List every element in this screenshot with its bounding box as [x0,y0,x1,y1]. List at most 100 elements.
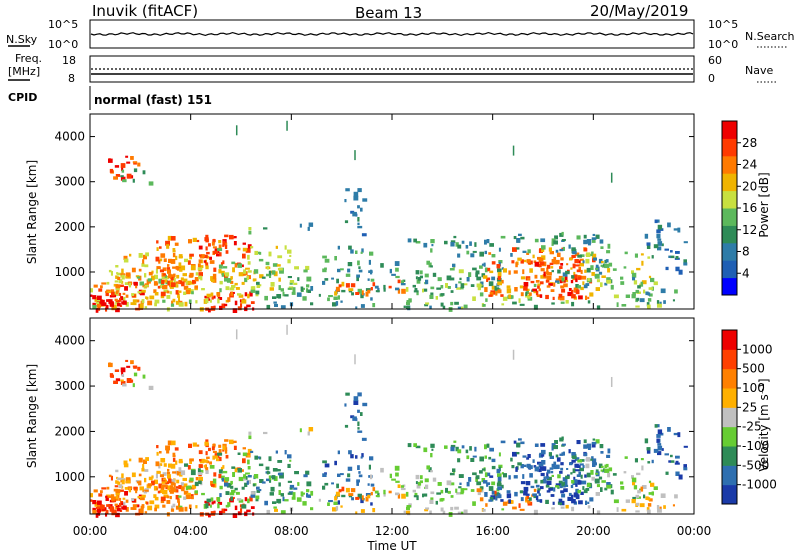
velocity-cell-418 [246,480,249,485]
velocity-cell-691 [488,486,494,491]
power-cell-429 [289,282,293,285]
power-cell-867 [560,263,564,266]
velocity-cell-1003 [657,443,662,446]
velocity-cell-1066 [430,453,433,458]
velocity-cell-360 [221,475,225,480]
power-cell-917 [555,280,560,283]
power-cell-265 [166,244,170,249]
power-cell-865 [558,293,563,298]
velocity-cell-474 [253,474,259,479]
power-cell-941 [516,247,520,250]
power-cell-1015 [678,269,683,275]
power-cell-935 [520,236,525,240]
velocity-cell-295 [187,465,191,470]
power-cell-397 [197,263,201,268]
velocity-cell-205 [146,501,149,505]
power-cell-740 [512,247,517,252]
power-cell-875 [526,259,531,264]
velocity-cell-498 [284,499,289,502]
power-cell-1007 [675,266,680,272]
power-cell-164 [177,293,180,298]
velocity-cell-354 [217,501,223,505]
velocity-cell-633 [458,486,462,489]
power-cell-997 [653,281,658,286]
velocity-cell-848 [538,468,542,473]
power-cell-1029 [675,256,679,259]
velocity-cell-589 [419,480,423,484]
velocity-cell-604 [383,489,386,495]
power-cell-142 [171,300,174,305]
velocity-cell-798 [519,490,523,494]
power-cell-466 [266,265,269,270]
velocity-cell-936 [522,455,527,458]
velocity-cell-655 [466,455,470,460]
power-cell-242 [167,264,170,267]
velocity-cell-264 [183,490,189,495]
power-cell-211 [147,278,152,282]
velocity-cell-616 [472,501,476,506]
power-cell-572 [370,287,373,291]
power-cell-977 [594,273,600,279]
velocity-cell-214 [164,479,167,483]
velocity-cell-879 [563,485,566,488]
velocity-cell-813 [517,462,522,466]
power-cell-341 [250,301,255,304]
power-cell-1076 [647,304,651,309]
power-cell-259 [168,273,172,279]
power-cell-430 [237,263,242,268]
velocity-cell-1026 [656,434,661,438]
velocity-cell-774 [533,465,537,468]
velocity-cell-1096 [450,506,454,511]
power-cell-195 [169,284,171,288]
power-cell-949 [572,251,577,255]
velocity-cell-598 [426,465,430,470]
velocity-cell-185 [161,479,165,484]
power-cell-982 [585,258,590,264]
power-cell-651 [497,268,502,273]
power-cell-550 [357,260,360,266]
power-cell-747 [552,296,555,300]
velocity-cell-966 [633,485,638,490]
power-cell-531 [337,295,340,300]
velocity-cell-398 [180,482,184,486]
velocity-cell-915 [575,488,579,493]
power-cell-85 [125,155,129,158]
power-cell-392 [229,287,235,291]
velocity-cell-129 [123,460,128,465]
velocity-cell-429 [289,487,293,490]
velocity-cell-424 [258,463,264,467]
velocity-cell-1020 [654,424,658,428]
velocity-cell-221 [218,444,222,448]
power-cell-517 [347,268,351,273]
power-cell-399 [201,288,205,291]
power-cell-161 [115,265,119,268]
velocity-cell-845 [559,470,563,474]
velocity-cell-336 [234,505,238,511]
power-cell-31 [108,269,112,273]
power-cell-1049 [248,227,252,231]
power-cell-106 [132,178,135,183]
velocity-cell-201 [183,483,188,488]
power-cell-1090 [162,299,166,303]
power-cbar-seg-8 [722,138,737,157]
power-cell-674 [481,263,486,266]
velocity-cell-843 [553,465,558,470]
power-cell-440 [277,264,281,267]
power-cell-776 [584,269,587,273]
velocity-cell-808 [546,469,551,474]
velocity-cell-783 [545,499,549,504]
power-cell-139 [160,253,166,258]
power-cell-1011 [675,251,680,254]
velocity-cell-152 [158,464,161,469]
velocity-cell-1048 [656,505,660,510]
velocity-cell-427 [287,454,292,459]
velocity-cell-645 [475,475,480,480]
velocity-cell-27 [90,493,93,498]
power-cell-316 [242,253,246,259]
power-cell-258 [205,234,209,238]
velocity-cell-175 [170,479,175,484]
velocity-cell-453 [237,452,241,455]
velocity-cell-369 [186,485,188,491]
velocity-cell-554 [345,392,350,396]
